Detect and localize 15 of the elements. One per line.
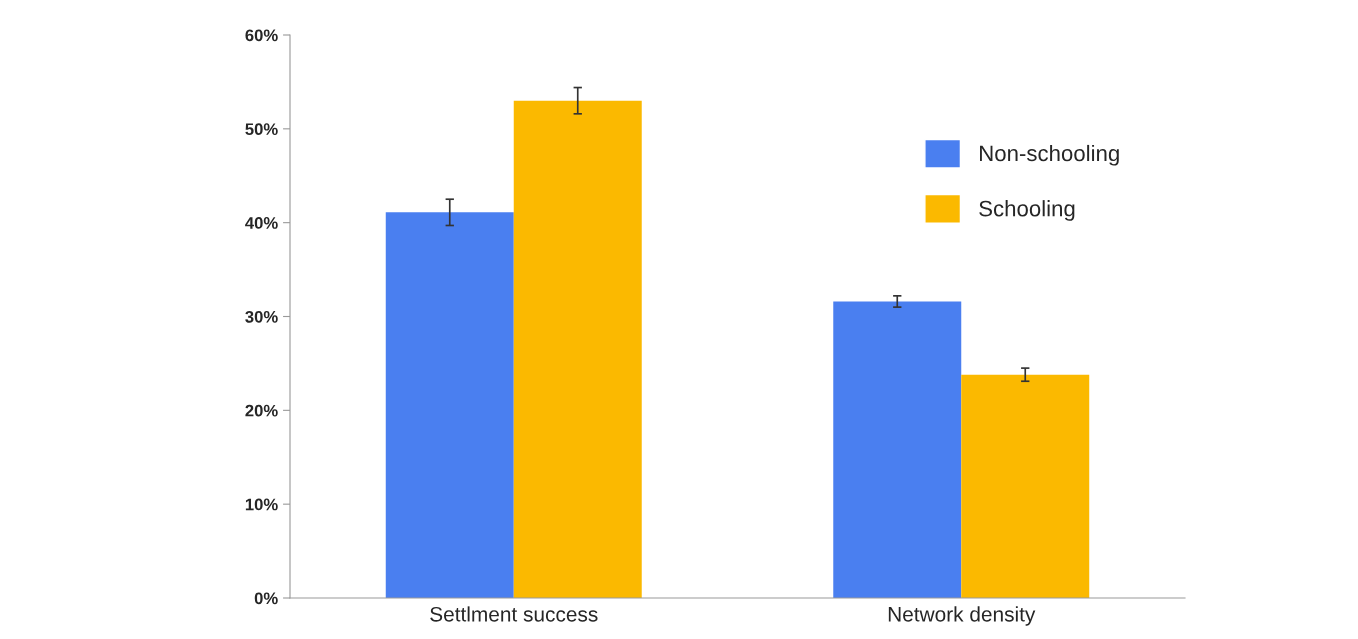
legend-label: Schooling (979, 200, 1075, 221)
bar (961, 374, 1090, 598)
bar (385, 212, 514, 598)
bar (833, 301, 962, 598)
legend-label: Non-schooling (980, 144, 1119, 166)
y-tick-label: 40% (245, 217, 278, 229)
x-tick-label: Network density (888, 606, 1036, 626)
y-tick-label: 10% (245, 498, 278, 511)
x-tick-label: Settlment success (430, 606, 598, 622)
y-tick-label: 20% (245, 404, 278, 417)
y-tick-label: 0% (254, 592, 278, 605)
y-tick-label: 30% (245, 310, 278, 323)
y-tick-label: 60% (245, 29, 278, 42)
bar (513, 100, 642, 598)
y-tick-label: 50% (245, 123, 278, 136)
